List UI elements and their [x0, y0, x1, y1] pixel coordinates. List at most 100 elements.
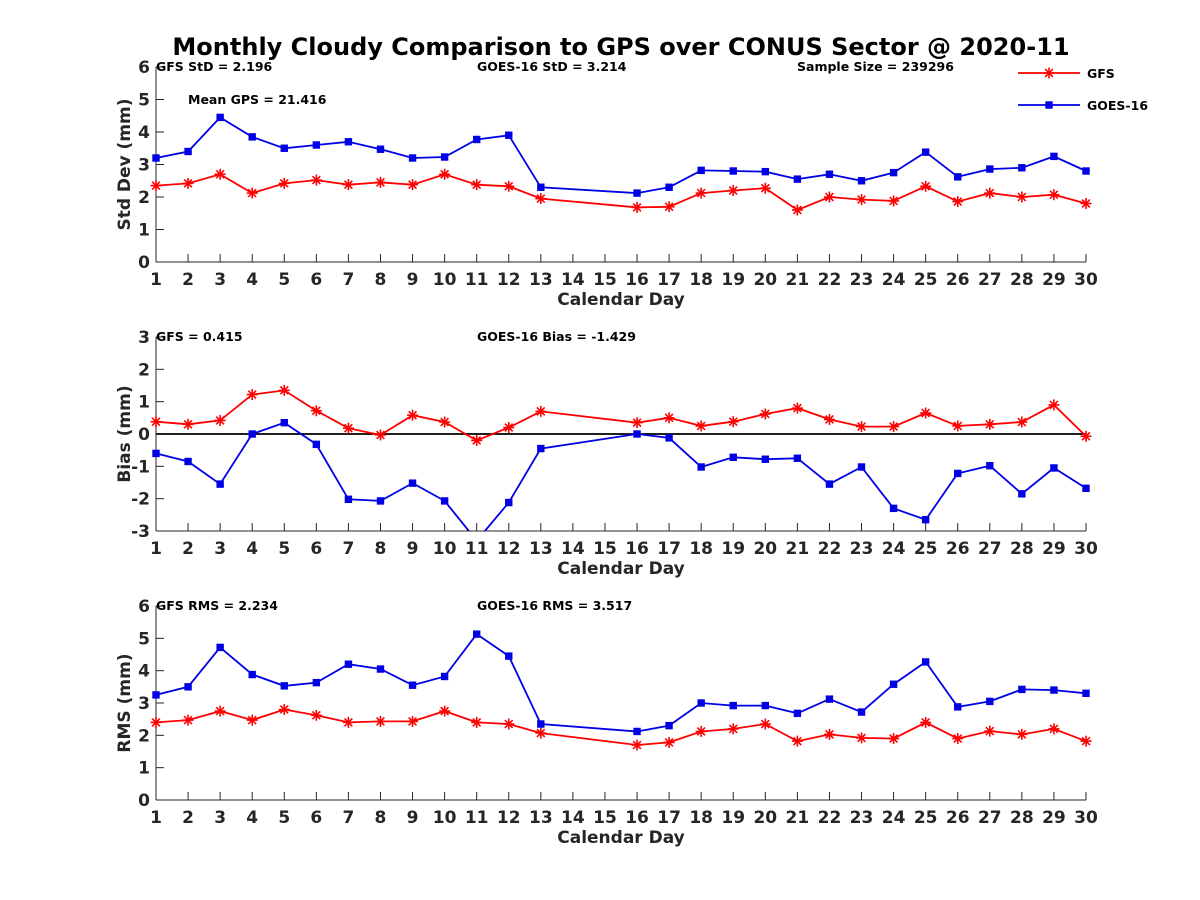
data-point-gfs-stroke [760, 183, 770, 193]
data-point-gfs [727, 185, 739, 196]
x-tick-label: 4 [246, 539, 258, 559]
data-point-gfs-stroke [664, 413, 674, 423]
x-tick-label: 19 [721, 270, 745, 290]
data-point-gfs-stroke [343, 180, 353, 190]
data-point-gfs-stroke [504, 423, 514, 432]
x-tick-label: 29 [1042, 270, 1066, 290]
x-tick-label: 4 [246, 808, 258, 828]
series-line-gfs [155, 708, 1087, 746]
y-tick-label: 2 [138, 726, 150, 746]
y-tick-label: -2 [131, 490, 150, 510]
data-point-goes-16 [729, 167, 737, 175]
data-point-goes-16 [889, 504, 898, 513]
series-line-gfs [155, 173, 1087, 212]
data-point-gfs [503, 180, 515, 192]
x-tick-label: 24 [882, 808, 906, 828]
data-point-gfs [856, 421, 868, 433]
data-point-gfs-stroke [985, 726, 995, 736]
data-point-gfs-stroke [215, 169, 225, 179]
data-point-gfs-stroke [792, 736, 802, 746]
data-point-gfs [1016, 416, 1028, 428]
data-point-goes-16 [312, 678, 321, 687]
x-tick-label: 28 [1010, 539, 1034, 559]
data-point-gfs [663, 412, 675, 424]
data-point-gfs-stroke [953, 421, 963, 431]
x-tick-label: 3 [214, 808, 226, 828]
stat-annotation: Sample Size = 239296 [797, 59, 954, 74]
x-tick-label: 7 [342, 808, 354, 828]
data-point-gfs [695, 187, 707, 199]
data-point-gfs [952, 733, 964, 745]
data-point-goes-16 [537, 720, 545, 728]
data-point-gfs-stroke [728, 724, 738, 734]
x-tick-label: 5 [278, 808, 290, 828]
x-tick-label: 16 [625, 539, 649, 559]
data-point-gfs [310, 405, 322, 417]
data-point-goes-16 [793, 709, 802, 718]
data-point-gfs-stroke [536, 728, 546, 738]
y-tick-label: -3 [131, 522, 150, 542]
data-point-goes-16 [344, 138, 353, 146]
data-point-gfs [407, 715, 419, 727]
data-point-goes-16 [793, 454, 802, 462]
data-point-gfs-stroke [247, 390, 257, 400]
chart-title: Monthly Cloudy Comparison to GPS over CO… [172, 33, 1069, 61]
stat-annotation: GFS = 0.415 [156, 329, 243, 344]
x-tick-label: 16 [625, 270, 649, 290]
x-tick-label: 18 [689, 539, 713, 559]
data-point-gfs [695, 725, 707, 737]
data-point-gfs [439, 705, 451, 717]
data-point-gfs [759, 408, 771, 420]
data-point-goes-16 [248, 133, 256, 141]
x-tick-label: 30 [1074, 539, 1098, 559]
data-point-goes-16 [280, 682, 288, 690]
stat-annotation: GFS RMS = 2.234 [156, 598, 278, 613]
data-point-gfs [535, 727, 547, 739]
data-point-goes-16 [954, 703, 962, 711]
data-point-gfs-stroke [215, 706, 225, 716]
data-point-goes-16 [248, 430, 256, 438]
data-point-gfs-stroke [472, 436, 482, 445]
x-tick-label: 15 [593, 270, 617, 290]
x-tick-label: 23 [850, 808, 874, 828]
data-point-gfs [791, 402, 803, 414]
y-axis-label: RMS (mm) [115, 653, 135, 752]
data-point-gfs [759, 718, 771, 730]
y-tick-label: 0 [138, 253, 150, 273]
data-point-goes-16 [1018, 490, 1026, 498]
legend-entry: GOES-16 [1018, 98, 1148, 113]
y-tick-label: 6 [138, 597, 150, 617]
data-point-goes-16 [986, 165, 994, 173]
data-point-gfs [278, 177, 290, 189]
data-point-goes-16 [184, 683, 192, 691]
x-tick-label: 2 [182, 270, 194, 290]
data-point-goes-16 [761, 167, 770, 176]
data-point-goes-16 [921, 515, 930, 524]
data-point-gfs-stroke [921, 181, 931, 191]
data-point-gfs-stroke [1017, 192, 1027, 202]
x-tick-label: 17 [657, 270, 681, 290]
data-point-gfs [374, 715, 386, 727]
x-tick-label: 1 [150, 270, 162, 290]
data-point-gfs [1016, 728, 1028, 740]
data-point-goes-16 [825, 170, 834, 178]
data-point-gfs [856, 732, 868, 744]
data-point-gfs-stroke [953, 734, 963, 744]
x-axis-label: Calendar Day [557, 828, 685, 848]
data-point-goes-16 [184, 147, 192, 156]
data-point-gfs-stroke [760, 409, 770, 419]
data-point-gfs-stroke [1049, 724, 1059, 734]
data-point-gfs-stroke [408, 180, 418, 190]
data-point-gfs [888, 195, 900, 207]
data-point-goes-16 [857, 463, 866, 471]
y-tick-label: 0 [138, 425, 150, 445]
x-tick-label: 29 [1042, 808, 1066, 828]
data-point-gfs [150, 416, 162, 428]
data-point-gfs-stroke [1081, 736, 1091, 746]
x-tick-label: 2 [182, 808, 194, 828]
data-point-goes-16 [280, 418, 288, 427]
legend-label: GFS [1087, 66, 1115, 81]
